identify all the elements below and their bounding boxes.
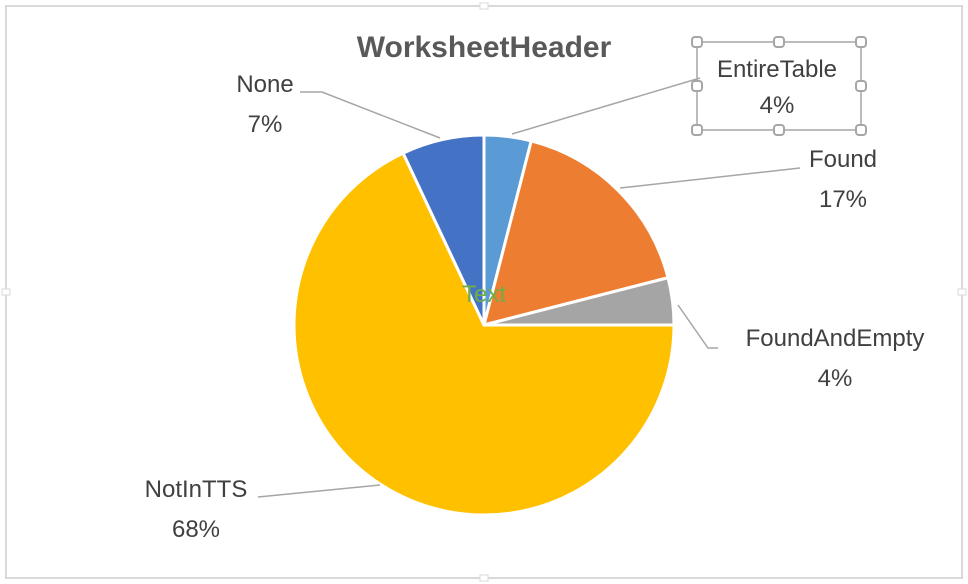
leader-line-none <box>300 91 441 139</box>
chart-title: WorksheetHeader <box>357 31 612 64</box>
resize-handle[interactable] <box>773 124 785 136</box>
pie-slice-notintts[interactable] <box>292 151 676 517</box>
leader-line-entiretable <box>511 77 701 135</box>
chart-frame-handle[interactable] <box>479 574 489 582</box>
resize-handle[interactable] <box>691 80 703 92</box>
data-label-percent-found[interactable]: 17% <box>819 186 867 213</box>
data-label-category-notintts[interactable]: NotInTTS <box>145 476 248 503</box>
data-label-category-none[interactable]: None <box>236 71 293 98</box>
data-labels: EntireTable 4% Found 17% FoundAndEmpty 4% NotI… <box>145 36 925 543</box>
leader-line-notintts <box>257 484 381 498</box>
resize-handle[interactable] <box>855 36 867 48</box>
resize-handle[interactable] <box>855 80 867 92</box>
leader-line-foundandempty <box>677 304 718 349</box>
resize-handle[interactable] <box>691 124 703 136</box>
data-label-percent-notintts[interactable]: 68% <box>172 516 220 543</box>
chart-frame-handle[interactable] <box>479 2 489 10</box>
resize-handle[interactable] <box>773 36 785 48</box>
data-label-percent-none[interactable]: 7% <box>248 111 283 138</box>
resize-handle[interactable] <box>691 36 703 48</box>
pie-slice-none[interactable] <box>401 133 486 326</box>
data-label-category-found[interactable]: Found <box>809 146 877 173</box>
pie-slice-found[interactable] <box>481 139 670 328</box>
pie-slices <box>292 133 676 517</box>
chart-frame-handle[interactable] <box>1 288 11 296</box>
chart-frame-handle[interactable] <box>957 288 967 296</box>
data-label-category-foundandempty[interactable]: FoundAndEmpty <box>746 325 925 352</box>
leader-line-found <box>619 167 801 189</box>
center-text: Text <box>462 281 506 308</box>
leader-lines <box>257 77 801 498</box>
data-label-category-entiretable[interactable]: EntireTable <box>717 56 837 83</box>
data-label-percent-foundandempty[interactable]: 4% <box>818 365 853 392</box>
resize-handle[interactable] <box>855 124 867 136</box>
data-label-percent-entiretable[interactable]: 4% <box>760 92 795 119</box>
